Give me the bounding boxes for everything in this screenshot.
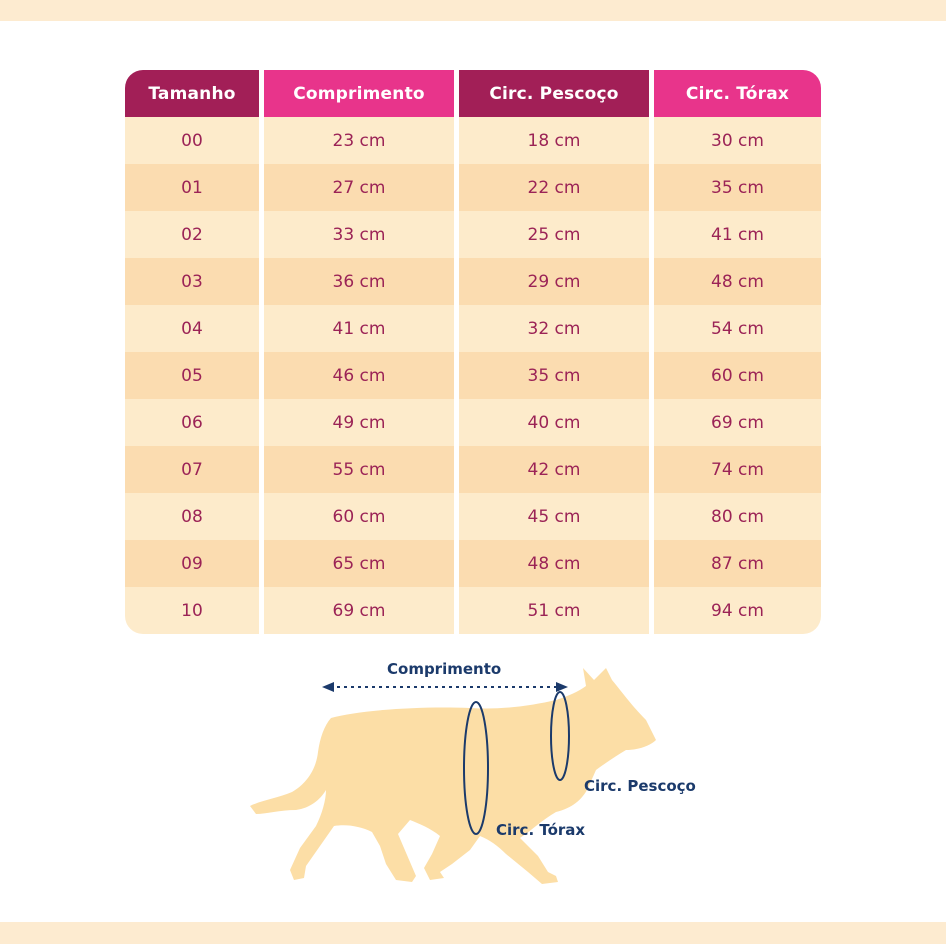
table-cell: 06 [125, 399, 259, 446]
size-table: Tamanho 00 01 02 03 04 05 06 07 08 09 10 Compriment… [125, 70, 821, 634]
table-cell: 08 [125, 493, 259, 540]
table-cell: 07 [125, 446, 259, 493]
table-cell: 69 cm [264, 587, 454, 634]
table-header-cell: Circ. Pescoço [459, 70, 649, 117]
table-cell: 41 cm [264, 305, 454, 352]
table-cell: 33 cm [264, 211, 454, 258]
table-cell: 74 cm [654, 446, 821, 493]
neck-measurement-ring [550, 691, 570, 781]
table-cell: 01 [125, 164, 259, 211]
table-header-cell: Comprimento [264, 70, 454, 117]
table-cell: 30 cm [654, 117, 821, 164]
top-band [0, 0, 946, 21]
table-cell: 41 cm [654, 211, 821, 258]
table-cell: 29 cm [459, 258, 649, 305]
table-cell: 51 cm [459, 587, 649, 634]
table-cell: 60 cm [654, 352, 821, 399]
column-tamanho: Tamanho 00 01 02 03 04 05 06 07 08 09 10 [125, 70, 259, 634]
chest-label: Circ. Tórax [496, 821, 586, 839]
table-cell: 60 cm [264, 493, 454, 540]
table-header-cell: Tamanho [125, 70, 259, 117]
table-cell: 87 cm [654, 540, 821, 587]
table-cell: 09 [125, 540, 259, 587]
table-cell: 40 cm [459, 399, 649, 446]
table-cell: 48 cm [654, 258, 821, 305]
table-cell: 02 [125, 211, 259, 258]
neck-label: Circ. Pescoço [584, 777, 696, 795]
table-cell: 27 cm [264, 164, 454, 211]
table-header-cell: Circ. Tórax [654, 70, 821, 117]
table-cell: 04 [125, 305, 259, 352]
table-cell: 55 cm [264, 446, 454, 493]
dog-silhouette [250, 668, 656, 884]
table-cell: 03 [125, 258, 259, 305]
table-cell: 80 cm [654, 493, 821, 540]
dog-measurement-diagram: Comprimento Circ. Pescoço Circ. Tórax [0, 640, 946, 920]
table-cell: 45 cm [459, 493, 649, 540]
dog-svg [250, 668, 656, 884]
chest-measurement-ring [463, 701, 489, 835]
table-cell: 22 cm [459, 164, 649, 211]
table-cell: 48 cm [459, 540, 649, 587]
table-cell: 69 cm [654, 399, 821, 446]
table-cell: 05 [125, 352, 259, 399]
table-cell: 36 cm [264, 258, 454, 305]
column-circ-pescoco: Circ. Pescoço 18 cm 22 cm 25 cm 29 cm 32 cm 35… [459, 70, 649, 634]
length-arrow-right-head [556, 682, 568, 692]
length-arrow-left-head [322, 682, 334, 692]
table-cell: 10 [125, 587, 259, 634]
table-cell: 25 cm [459, 211, 649, 258]
table-cell: 32 cm [459, 305, 649, 352]
length-label: Comprimento [387, 660, 502, 678]
table-cell: 18 cm [459, 117, 649, 164]
table-cell: 49 cm [264, 399, 454, 446]
table-cell: 00 [125, 117, 259, 164]
table-cell: 46 cm [264, 352, 454, 399]
table-cell: 42 cm [459, 446, 649, 493]
column-circ-torax: Circ. Tórax 30 cm 35 cm 41 cm 48 cm 54 cm 60 c… [654, 70, 821, 634]
table-cell: 35 cm [459, 352, 649, 399]
column-comprimento: Comprimento 23 cm 27 cm 33 cm 36 cm 41 cm 46 c… [264, 70, 454, 634]
table-cell: 65 cm [264, 540, 454, 587]
table-cell: 23 cm [264, 117, 454, 164]
bottom-band [0, 922, 946, 944]
table-cell: 94 cm [654, 587, 821, 634]
table-cell: 54 cm [654, 305, 821, 352]
table-cell: 35 cm [654, 164, 821, 211]
